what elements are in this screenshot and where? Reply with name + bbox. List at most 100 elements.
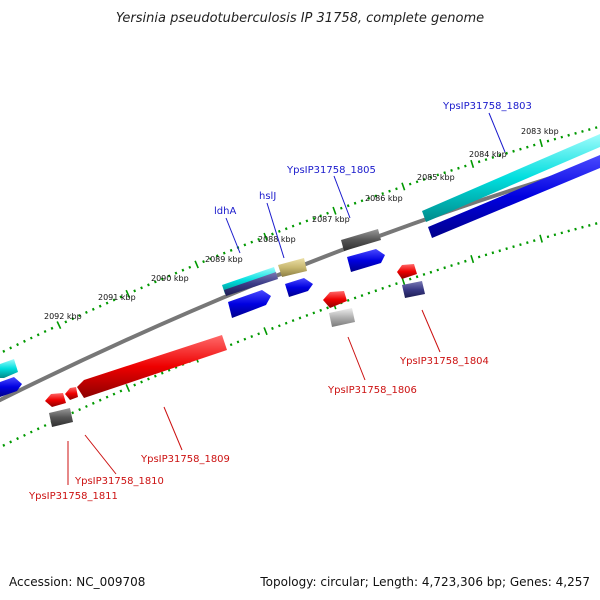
cds-ldhA-bar[interactable] xyxy=(228,290,271,318)
label-1803[interactable]: YpsIP31758_1803 xyxy=(442,101,532,112)
outer-ruler-tick xyxy=(298,222,302,225)
reverse-features xyxy=(45,264,425,427)
cds-1804-bar[interactable] xyxy=(397,264,417,279)
label-1810[interactable]: YpsIP31758_1810 xyxy=(74,476,164,487)
outer-ruler-tick xyxy=(194,260,199,269)
gene-left-cyan-bar[interactable] xyxy=(0,359,18,378)
outer-ruler-tick xyxy=(312,216,316,220)
ruler-label-2091: 2091 kbp xyxy=(98,293,136,302)
accession-text: Accession: NC_009708 xyxy=(9,575,145,589)
ruler-label-2089: 2089 kbp xyxy=(205,255,243,264)
label-1806[interactable]: YpsIP31758_1806 xyxy=(327,385,417,396)
inner-ruler-tick xyxy=(71,411,75,415)
inner-ruler-tick xyxy=(36,427,40,431)
inner-ruler-tick xyxy=(408,277,412,281)
inner-ruler-tick xyxy=(78,408,82,412)
inner-ruler-tick xyxy=(147,377,150,381)
outer-ruler-tick xyxy=(181,268,185,272)
outer-ruler-tick xyxy=(422,178,426,181)
ruler-label-2086: 2086 kbp xyxy=(365,194,403,203)
inner-ruler-tick xyxy=(43,424,47,428)
inner-ruler-tick xyxy=(16,437,19,441)
outer-ruler-tick xyxy=(140,286,143,290)
leader-1803 xyxy=(488,112,506,153)
outer-ruler-tick xyxy=(381,192,385,196)
label-ldhA[interactable]: ldhA xyxy=(214,206,236,217)
inner-ruler-tick xyxy=(505,247,508,251)
inner-ruler-tick xyxy=(422,272,426,276)
inner-ruler-tick xyxy=(526,241,529,245)
inner-ruler-tick xyxy=(305,313,309,317)
inner-ruler-tick xyxy=(9,440,13,444)
inner-ruler-tick xyxy=(312,311,316,315)
outer-ruler-tick xyxy=(429,175,433,179)
leader-1809 xyxy=(163,406,183,451)
inner-ruler-tick xyxy=(429,270,433,274)
gene-1803-bar[interactable] xyxy=(422,134,600,222)
cds-1811-bar[interactable] xyxy=(45,393,66,407)
outer-ruler-tick xyxy=(174,271,178,275)
inner-ruler-tick xyxy=(443,266,446,270)
inner-ruler-tick xyxy=(271,326,274,330)
outer-ruler-tick xyxy=(339,206,343,210)
outer-ruler-tick xyxy=(484,158,488,162)
gene-hslJ-bar[interactable] xyxy=(278,258,307,277)
outer-ruler-tick xyxy=(546,139,550,143)
outer-ruler-tick xyxy=(50,326,54,330)
gene-1804-bar[interactable] xyxy=(402,281,425,298)
inner-ruler-tick xyxy=(395,282,398,286)
label-1804[interactable]: YpsIP31758_1804 xyxy=(399,356,489,367)
outer-ruler-tick xyxy=(553,137,557,141)
inner-ruler-tick xyxy=(353,296,357,300)
cds-left-blue-bar[interactable] xyxy=(0,377,22,397)
inner-ruler-tick xyxy=(539,234,543,243)
inner-ruler-tick xyxy=(91,401,95,405)
inner-ruler-tick xyxy=(277,324,281,328)
outer-ruler-tick xyxy=(319,214,323,218)
outer-ruler-tick xyxy=(532,143,536,147)
outer-ruler-tick xyxy=(491,156,495,159)
gene-1811-bar[interactable] xyxy=(49,408,73,427)
outer-ruler-tick xyxy=(346,204,350,208)
outer-ruler-tick xyxy=(250,240,254,244)
gene-1806-bar[interactable] xyxy=(329,308,355,327)
label-1809[interactable]: YpsIP31758_1809 xyxy=(140,454,230,465)
cds-hslJ-bar[interactable] xyxy=(285,278,313,297)
inner-ruler-tick xyxy=(519,243,522,247)
inner-ruler-tick xyxy=(470,255,475,264)
outer-ruler-tick xyxy=(567,133,570,137)
outer-ruler-tick xyxy=(9,346,13,350)
cds-1809-bar[interactable] xyxy=(77,335,227,398)
gene-1805-bar[interactable] xyxy=(341,229,381,251)
inner-ruler-tick xyxy=(450,264,453,267)
outer-ruler-tick xyxy=(519,147,522,151)
inner-ruler-tick xyxy=(298,316,302,320)
outer-ruler-tick xyxy=(153,280,157,284)
leader-1805 xyxy=(333,175,351,219)
ruler-label-2087: 2087 kbp xyxy=(312,215,350,224)
outer-ruler-tick xyxy=(305,219,309,223)
outer-ruler-tick xyxy=(443,171,446,175)
gene-ldhA-inner-bar[interactable] xyxy=(224,272,278,296)
inner-ruler-tick xyxy=(588,224,591,227)
cds-1803-bar[interactable] xyxy=(428,155,600,238)
outer-ruler-tick xyxy=(374,194,378,198)
inner-ruler-tick xyxy=(125,383,131,393)
ruler-label-2085: 2085 kbp xyxy=(417,173,455,182)
inner-ruler-tick xyxy=(160,371,164,375)
cds-1806-bar[interactable] xyxy=(323,291,347,308)
label-1811[interactable]: YpsIP31758_1811 xyxy=(28,491,118,502)
inner-ruler-tick xyxy=(250,335,254,338)
label-1805[interactable]: YpsIP31758_1805 xyxy=(286,165,376,176)
leader-hslJ xyxy=(266,202,285,259)
outer-ruler-tick xyxy=(43,329,47,334)
inner-ruler-tick xyxy=(98,398,102,402)
inner-ruler-tick xyxy=(594,222,598,226)
outer-ruler-tick xyxy=(119,295,123,299)
cds-1810-bar[interactable] xyxy=(65,387,78,400)
inner-ruler-tick xyxy=(381,286,385,290)
ruler-label-2083: 2083 kbp xyxy=(521,127,559,136)
cds-1805-bar[interactable] xyxy=(347,249,385,272)
label-hslJ[interactable]: hslJ xyxy=(259,191,276,202)
